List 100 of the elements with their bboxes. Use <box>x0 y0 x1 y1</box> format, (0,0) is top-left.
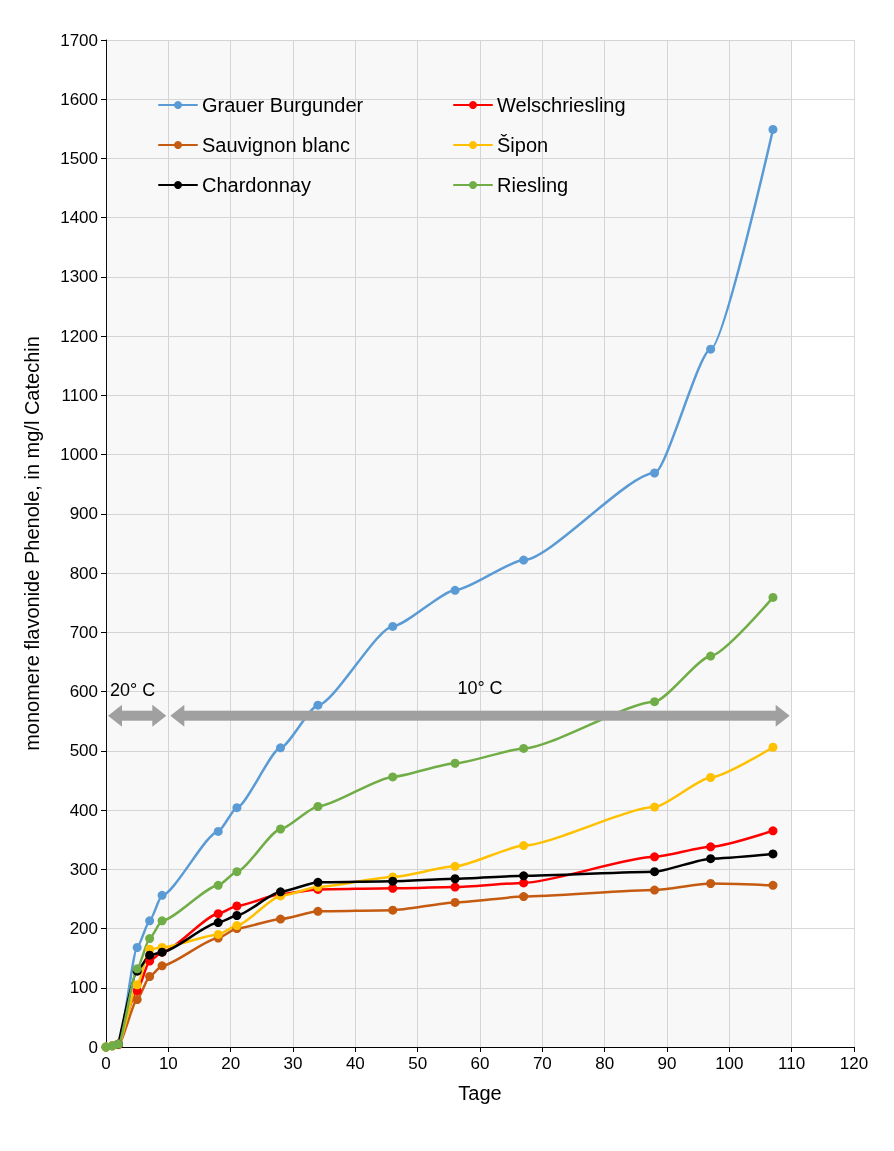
y-tick-label: 300 <box>69 859 98 879</box>
point <box>450 861 460 871</box>
point <box>519 555 529 565</box>
y-tick-label: 700 <box>69 622 98 642</box>
point <box>145 934 155 944</box>
point <box>519 743 529 753</box>
point <box>232 867 242 877</box>
legend-label: Riesling <box>497 174 569 196</box>
point <box>768 592 778 602</box>
y-tick-label: 0 <box>88 1037 98 1057</box>
point <box>706 854 716 864</box>
y-tick-label: 400 <box>69 800 98 820</box>
point <box>313 700 323 710</box>
y-tick-label: 600 <box>69 682 98 702</box>
point <box>450 874 460 884</box>
y-tick-label: 1300 <box>60 267 98 287</box>
x-tick-label: 80 <box>595 1054 615 1073</box>
point <box>706 344 716 354</box>
y-tick-label: 1100 <box>61 385 98 405</box>
x-tick-label: 20 <box>221 1054 241 1073</box>
y-tick-label: 1500 <box>60 148 98 168</box>
y-tick-label: 800 <box>69 563 98 583</box>
band-label: 20° C <box>110 679 156 700</box>
point <box>650 885 660 895</box>
point <box>519 892 529 902</box>
point <box>213 918 223 928</box>
point <box>768 742 778 752</box>
point <box>706 879 716 889</box>
point <box>213 909 223 919</box>
y-tick-label: 1000 <box>60 445 98 465</box>
point <box>132 942 142 952</box>
point <box>519 871 529 881</box>
point <box>132 995 142 1005</box>
point <box>276 824 286 834</box>
point <box>388 876 398 886</box>
point <box>450 897 460 907</box>
x-tick-label: 10 <box>158 1054 178 1073</box>
y-axis-title: monomere flavonide Phenole, in mg/l Catechin <box>21 336 43 751</box>
legend-label: Welschriesling <box>497 94 626 116</box>
point <box>768 849 778 859</box>
point <box>213 929 223 939</box>
point <box>232 911 242 920</box>
y-tick-label: 100 <box>69 978 98 998</box>
point <box>450 758 460 768</box>
point <box>388 905 398 915</box>
point <box>213 880 223 890</box>
x-tick-label: 110 <box>778 1054 806 1073</box>
legend-label: Šipon <box>497 134 549 156</box>
x-tick-label: 50 <box>408 1054 428 1073</box>
x-tick-label: 60 <box>470 1054 490 1073</box>
point <box>388 772 398 782</box>
x-tick-label: 90 <box>657 1054 677 1073</box>
point <box>313 877 323 887</box>
point <box>276 914 286 924</box>
point <box>276 743 286 753</box>
x-tick-label: 100 <box>715 1054 744 1073</box>
x-tick-label: 40 <box>345 1054 365 1073</box>
point <box>157 961 167 971</box>
legend-label: Grauer Burgunder <box>202 94 364 116</box>
y-tick-label: 1600 <box>60 89 98 109</box>
point <box>313 802 323 811</box>
legend-label: Chardonnay <box>202 174 311 196</box>
x-tick-label: 30 <box>283 1054 303 1073</box>
y-tick-label: 1200 <box>60 326 98 346</box>
x-tick-label: 0 <box>101 1054 111 1073</box>
point <box>519 841 529 851</box>
y-tick-label: 900 <box>69 504 98 524</box>
point <box>232 803 242 813</box>
point <box>650 468 660 478</box>
y-tick-label: 1400 <box>60 208 98 228</box>
y-tick-label: 1700 <box>60 30 98 50</box>
point <box>768 124 778 134</box>
legend-label: Sauvignon blanc <box>202 134 350 156</box>
point <box>388 621 398 631</box>
point <box>450 882 460 892</box>
point <box>145 950 155 960</box>
x-axis-title: Tage <box>458 1082 502 1104</box>
point <box>650 867 660 877</box>
point <box>650 697 660 707</box>
point <box>706 651 716 661</box>
point <box>450 585 460 595</box>
point <box>313 906 323 916</box>
point <box>132 980 142 990</box>
x-tick-label: 120 <box>839 1054 869 1073</box>
point <box>157 890 167 900</box>
point <box>768 880 778 890</box>
y-tick-label: 500 <box>69 741 98 761</box>
point <box>145 972 155 982</box>
point <box>157 916 167 926</box>
point <box>768 826 778 836</box>
point <box>706 772 716 782</box>
band-label: 10° C <box>457 677 503 698</box>
point <box>650 802 660 812</box>
point <box>232 901 242 911</box>
point <box>213 826 223 836</box>
point <box>388 883 398 893</box>
y-tick-label: 200 <box>69 919 98 939</box>
x-tick-label: 70 <box>532 1054 552 1073</box>
point <box>706 842 716 852</box>
point <box>650 852 660 862</box>
